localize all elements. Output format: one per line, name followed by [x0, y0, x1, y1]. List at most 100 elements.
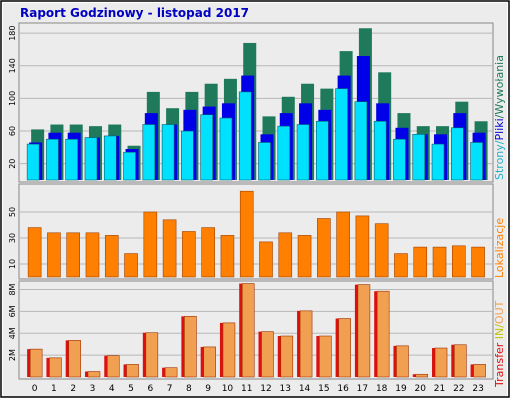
bar-pages [412, 134, 426, 181]
bar-locations [355, 215, 370, 278]
x-axis-ticks: 0 1 2 3 4 5 6 7 8 9 10 11 12 13 14 15 16… [32, 384, 484, 394]
panel-locations [20, 190, 492, 278]
bar-pages [316, 120, 329, 181]
xtick-label: 16 [337, 384, 349, 394]
bar-pages [46, 138, 59, 181]
bar-in-out [473, 364, 486, 378]
bar-pages [354, 101, 368, 181]
bar-locations [162, 219, 177, 278]
xtick-label: 6 [147, 384, 153, 394]
ytick-label: 60 [8, 126, 17, 136]
bar-in-out [261, 331, 274, 378]
bar-locations [317, 218, 331, 278]
ytick-label: 6M [8, 305, 17, 317]
xtick-label: 19 [395, 384, 407, 394]
bar-in-out [203, 346, 216, 378]
bar-in-out [241, 283, 255, 378]
legend-separator: / [493, 114, 506, 118]
xtick-label: 0 [32, 384, 38, 394]
bar-in-out [434, 347, 448, 378]
panel-transfer-frame [18, 280, 494, 380]
bar-in-out [415, 373, 429, 378]
bar-in-out [29, 348, 43, 378]
bar-locations [27, 227, 42, 278]
xtick-label: 17 [357, 384, 368, 394]
bar-locations [66, 232, 80, 278]
ytick-label: 2M [8, 349, 17, 361]
bar-pages [373, 120, 387, 181]
bar-in-out [396, 345, 409, 378]
ytick-label: 10 [8, 259, 17, 269]
bar-locations [297, 235, 312, 278]
ytick-label: 20 [8, 159, 17, 169]
bar-locations [394, 253, 408, 278]
xtick-label: 8 [186, 384, 192, 394]
bar-in-out [126, 364, 139, 378]
xtick-label: 2 [70, 384, 76, 394]
bar-locations [413, 246, 428, 278]
bar-in-out [453, 344, 467, 378]
panel-locations-yticks: 10 30 50 [8, 207, 17, 269]
bar-pages [335, 88, 348, 181]
bar-locations [239, 190, 254, 278]
bar-in-out [184, 316, 197, 378]
bar-locations [374, 223, 389, 278]
xtick-label: 5 [128, 384, 134, 394]
bar-locations [259, 241, 273, 278]
bar-pages [277, 125, 291, 181]
bar-locations [336, 211, 350, 278]
ytick-label: 8M [8, 283, 17, 295]
legend-locations: Lokalizacje [493, 218, 506, 278]
bar-in-out [87, 371, 101, 378]
xtick-label: 21 [434, 384, 445, 394]
bar-locations [451, 245, 466, 278]
bar-pages [123, 151, 136, 181]
bar-in-out [280, 335, 294, 378]
bar-in-out [319, 335, 332, 378]
ytick-label: 140 [8, 58, 17, 73]
panel-pages [20, 28, 492, 181]
bar-pages [296, 124, 310, 181]
bar-locations [432, 246, 447, 278]
chart-title: Raport Godzinowy - listopad 2017 [20, 6, 249, 20]
xtick-label: 11 [241, 384, 252, 394]
legend-pages-files-hits: Strony/Pliki/Wywołania [493, 55, 506, 180]
xtick-label: 9 [205, 384, 211, 394]
xtick-label: 12 [260, 384, 271, 394]
bar-pages [200, 114, 213, 181]
bar-pages [393, 138, 406, 181]
legend-separator: / [493, 140, 506, 144]
bar-in-out [145, 332, 159, 378]
bar-in-out [338, 318, 351, 378]
xtick-label: 13 [280, 384, 291, 394]
bar-pages [219, 117, 233, 181]
bar-pages [161, 124, 175, 181]
bar-pages [470, 142, 483, 181]
panel-pages-yticks: 20 60 100 140 180 [8, 26, 17, 169]
bar-pages [26, 143, 40, 181]
legend-hits: Wywołania [493, 55, 506, 115]
bar-in-out [357, 284, 371, 378]
bar-pages [450, 127, 464, 181]
ytick-label: 100 [8, 91, 17, 106]
xtick-label: 1 [51, 384, 57, 394]
panel-transfer-yticks: 2M 4M 6M 8M [8, 283, 17, 361]
xtick-label: 7 [167, 384, 173, 394]
bar-in-out [164, 367, 178, 378]
bar-locations [143, 211, 158, 278]
legend-transfer-label: Transfer [493, 342, 506, 388]
xtick-label: 3 [90, 384, 96, 394]
bar-in-out [299, 310, 313, 378]
ytick-label: 180 [8, 26, 17, 41]
bar-pages [431, 143, 445, 181]
xtick-label: 14 [299, 384, 311, 394]
bar-locations [124, 253, 138, 278]
xtick-label: 15 [318, 384, 329, 394]
legend-in: IN [493, 328, 506, 339]
bar-locations [471, 246, 485, 278]
bar-locations [220, 235, 235, 278]
legend-files: Pliki [493, 118, 506, 140]
bar-in-out [49, 357, 62, 378]
